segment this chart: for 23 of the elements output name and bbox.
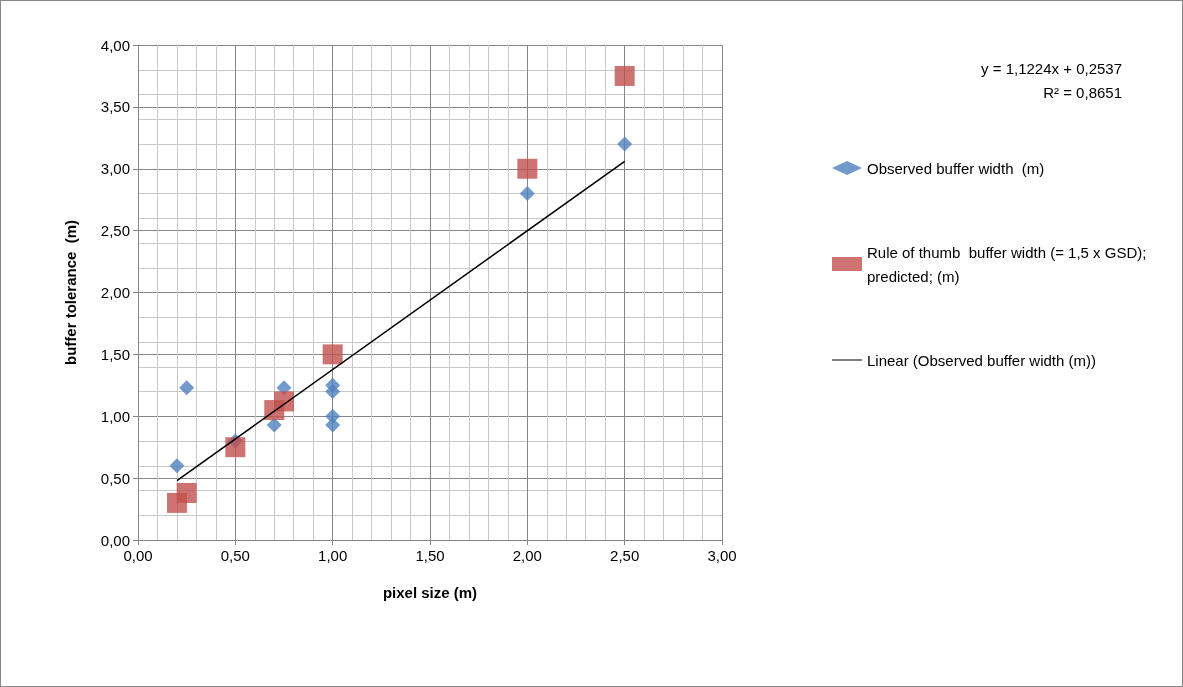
legend-label: Observed buffer width (m) (867, 159, 1045, 177)
x-tick-label: 1,50 (415, 547, 445, 564)
y-tick-label: 2,50 (100, 222, 130, 240)
y-tick-label: 0,00 (100, 531, 130, 549)
text: R² = 0,8651 (1043, 84, 1123, 101)
x-tick-label: 0,00 (123, 547, 153, 564)
y-tick-label: 0,50 (100, 469, 130, 487)
x-tick-label: 3,00 (707, 547, 737, 564)
x-axis-title: pixel size (m) (382, 584, 478, 601)
y-tick-label: 1,00 (100, 407, 130, 425)
y-axis-title: buffer tolerance (m) (62, 219, 79, 366)
y-tick-label: 1,50 (100, 345, 130, 363)
y-tick-label: 3,50 (100, 98, 130, 116)
x-tick-label: 2,50 (610, 547, 640, 564)
x-tick-label: 2,00 (512, 547, 542, 564)
x-tick-label: 0,50 (220, 547, 250, 564)
legend-label: Rule of thumb buffer width (= 1,5 x GSD); predicted; (m) (867, 243, 1155, 285)
y-tick-label: 3,00 (100, 160, 130, 178)
y-tick-label: 2,00 (100, 284, 130, 301)
y-tick-label: 4,00 (100, 36, 130, 54)
x-tick-label: 1,00 (318, 547, 348, 564)
legend-label: Linear (Observed buffer width (m)) (867, 351, 1096, 369)
text: y = 1,1224x + 0,2537 (981, 60, 1122, 77)
